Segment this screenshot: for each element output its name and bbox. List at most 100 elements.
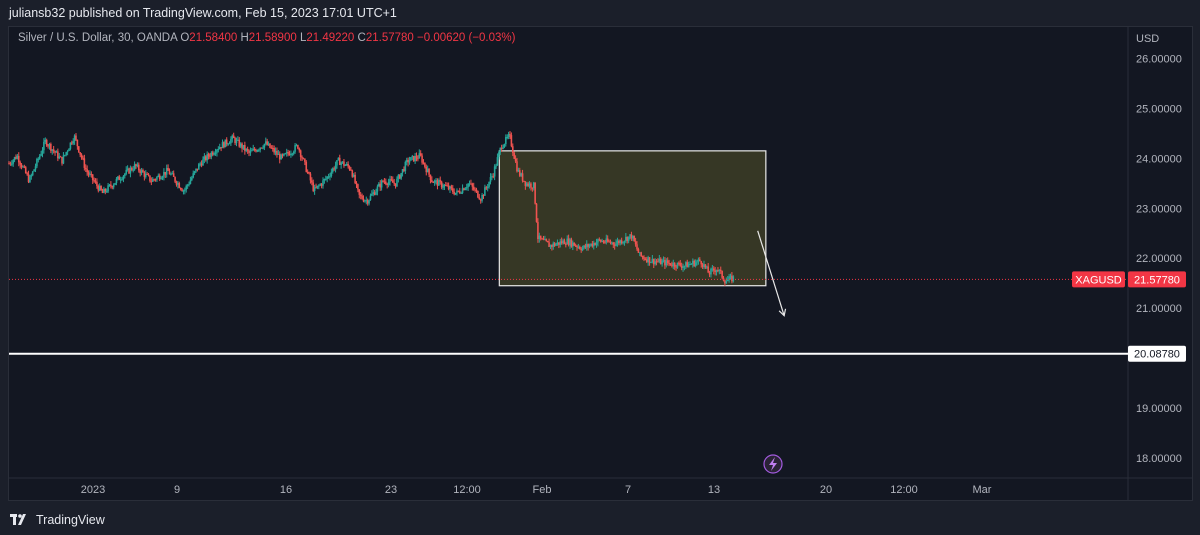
candle-body bbox=[178, 183, 181, 188]
candle-body bbox=[149, 175, 151, 182]
candle-body bbox=[683, 265, 686, 267]
publisher-text: juliansb32 published on TradingView.com,… bbox=[9, 6, 397, 20]
candle-body bbox=[326, 176, 328, 179]
candle-body bbox=[75, 135, 77, 140]
close-value: 21.57780 bbox=[365, 32, 414, 44]
candle-body bbox=[618, 240, 620, 244]
candle-body bbox=[535, 203, 538, 222]
candle-body bbox=[626, 236, 629, 242]
candle-body bbox=[259, 147, 262, 150]
candle-body bbox=[468, 183, 471, 185]
candle-body bbox=[337, 157, 340, 161]
candle-body bbox=[721, 270, 723, 278]
candle-body bbox=[615, 243, 617, 246]
candle-body bbox=[449, 186, 451, 190]
candle-body bbox=[191, 177, 193, 181]
candle-body bbox=[590, 243, 592, 246]
candle-body bbox=[264, 141, 267, 144]
candle-body bbox=[422, 162, 425, 164]
candle-body bbox=[101, 190, 104, 194]
candle-body bbox=[309, 173, 312, 181]
candle-body bbox=[50, 143, 52, 151]
candle-body bbox=[171, 173, 174, 175]
candle-body bbox=[523, 180, 525, 182]
trend-arrow[interactable] bbox=[757, 230, 785, 316]
change-value: −0.00620 (−0.03%) bbox=[417, 32, 516, 44]
arrow-head bbox=[778, 308, 787, 317]
candle-body bbox=[601, 241, 603, 243]
candle-body bbox=[68, 148, 70, 152]
candle-body bbox=[433, 180, 436, 183]
candle-body bbox=[492, 176, 495, 178]
candle-body bbox=[673, 262, 676, 267]
candle-body bbox=[534, 182, 536, 204]
candle-body bbox=[605, 238, 608, 243]
candle-body bbox=[692, 260, 694, 264]
candle-body bbox=[481, 194, 483, 201]
candle-body bbox=[472, 186, 475, 190]
candle-body bbox=[55, 151, 58, 153]
candle-body bbox=[284, 153, 287, 155]
candle-body bbox=[357, 184, 359, 190]
candle-body bbox=[725, 281, 728, 284]
candle-body bbox=[707, 266, 709, 273]
candle-body bbox=[37, 158, 40, 160]
symbol-tag-label: XAGUSD bbox=[1075, 274, 1122, 286]
candle-body bbox=[298, 148, 301, 151]
candle-body bbox=[556, 242, 559, 245]
highlight-rectangle[interactable] bbox=[498, 150, 767, 287]
candle-body bbox=[658, 258, 661, 262]
candle-body bbox=[93, 180, 95, 182]
candle-body bbox=[636, 244, 638, 250]
candle-body bbox=[256, 150, 259, 152]
candle-body bbox=[170, 173, 172, 175]
candle-body bbox=[675, 266, 677, 268]
candle-body bbox=[285, 152, 288, 154]
candle-body bbox=[625, 236, 627, 241]
candle-body bbox=[230, 139, 232, 144]
candle-body bbox=[252, 148, 255, 151]
candle-body bbox=[574, 245, 577, 247]
candle-body bbox=[415, 155, 418, 159]
brand-name[interactable]: TradingView bbox=[36, 513, 105, 527]
candle-body bbox=[687, 264, 690, 268]
candle-body bbox=[509, 133, 511, 136]
candle-body bbox=[429, 174, 432, 181]
candle-body bbox=[185, 185, 188, 190]
candle-body bbox=[549, 245, 552, 248]
candle-body bbox=[255, 150, 257, 152]
candle-body bbox=[36, 159, 38, 167]
candle-body bbox=[17, 155, 20, 163]
candle-body bbox=[246, 148, 249, 151]
candle-body bbox=[654, 261, 656, 265]
candle-body bbox=[115, 178, 118, 184]
candle-body bbox=[209, 156, 211, 158]
candle-body bbox=[181, 189, 183, 192]
candle-body bbox=[474, 189, 476, 191]
candle-body bbox=[366, 200, 369, 204]
candle-body bbox=[482, 194, 485, 196]
candle-body bbox=[135, 164, 137, 167]
candle-body bbox=[110, 184, 112, 187]
candle-body bbox=[577, 246, 580, 248]
candle-body bbox=[426, 168, 429, 173]
candle-body bbox=[699, 259, 701, 262]
candle-body bbox=[156, 176, 158, 180]
candle-body bbox=[297, 145, 299, 149]
candle-body bbox=[555, 244, 557, 246]
candle-body bbox=[457, 190, 460, 192]
candle-body bbox=[506, 136, 509, 138]
candle-body bbox=[597, 239, 599, 243]
candle-body bbox=[516, 161, 518, 172]
candle-body bbox=[383, 181, 386, 183]
currency-label: USD bbox=[1136, 33, 1159, 45]
candle-body bbox=[718, 269, 721, 271]
candle-body bbox=[410, 157, 412, 161]
candle-body bbox=[217, 149, 220, 151]
candle-body bbox=[235, 139, 238, 144]
candle-body bbox=[144, 173, 147, 177]
candle-body bbox=[52, 149, 55, 152]
candle-body bbox=[710, 268, 712, 275]
candle-body bbox=[428, 168, 430, 175]
